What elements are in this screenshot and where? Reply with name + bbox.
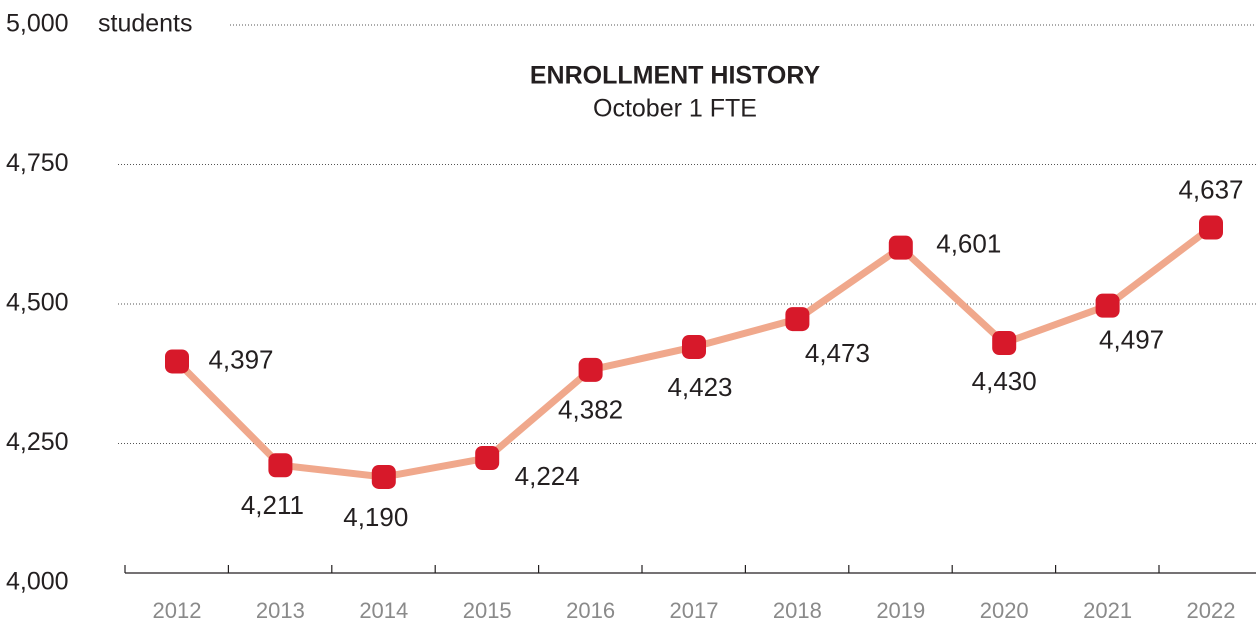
value-label: 4,430 <box>972 366 1037 396</box>
marker <box>992 331 1017 356</box>
x-tick-label: 2022 <box>1187 598 1236 623</box>
marker <box>1199 215 1223 240</box>
y-tick-label: 4,750 <box>6 149 69 177</box>
marker <box>578 357 603 382</box>
marker <box>165 349 189 374</box>
x-tick-label: 2015 <box>463 598 512 623</box>
marker <box>268 453 293 478</box>
value-label: 4,637 <box>1178 174 1243 204</box>
x-tick-label: 2020 <box>980 598 1029 623</box>
x-tick-label: 2018 <box>773 598 822 623</box>
value-label: 4,497 <box>1099 325 1164 355</box>
x-tick-label: 2014 <box>359 598 408 623</box>
marker <box>785 307 810 332</box>
x-tick-label: 2017 <box>670 598 719 623</box>
y-tick-label: 4,000 <box>6 568 69 596</box>
value-label: 4,601 <box>936 229 1001 259</box>
marker <box>888 235 913 260</box>
y-tick-label: 5,000 <box>6 10 69 38</box>
x-tick-label: 2016 <box>566 598 615 623</box>
marker <box>1095 293 1120 318</box>
value-label: 4,211 <box>241 490 304 520</box>
marker <box>371 464 396 489</box>
value-label: 4,397 <box>208 344 273 374</box>
value-label: 4,224 <box>515 461 580 491</box>
x-tick-label: 2013 <box>256 598 305 623</box>
value-label: 4,382 <box>558 395 623 425</box>
x-tick-label: 2021 <box>1083 598 1132 623</box>
x-tick-label: 2012 <box>153 598 202 623</box>
y-tick-label: 4,500 <box>6 289 69 317</box>
marker <box>682 334 706 359</box>
chart-subtitle: October 1 FTE <box>593 95 757 123</box>
x-tick-label: 2019 <box>876 598 925 623</box>
y-axis-unit: students <box>98 10 193 38</box>
y-tick-label: 4,250 <box>6 428 69 456</box>
value-label: 4,423 <box>667 372 732 402</box>
chart-title: ENROLLMENT HISTORY <box>530 62 821 90</box>
marker <box>475 446 500 471</box>
value-label: 4,473 <box>805 338 870 368</box>
value-label: 4,190 <box>343 502 408 532</box>
